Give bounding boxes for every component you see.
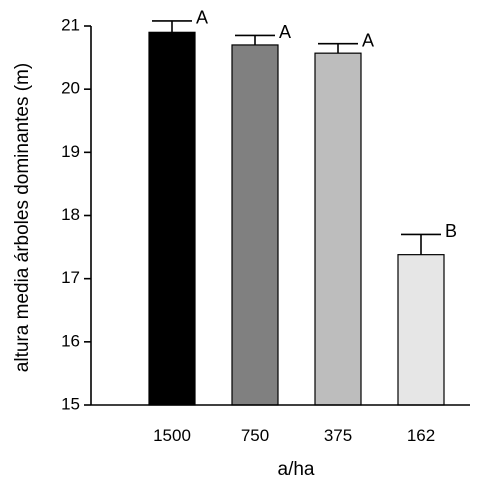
bar-750: [231, 44, 279, 406]
y-tick-label: 20: [61, 79, 80, 98]
significance-label-162: B: [445, 221, 457, 241]
y-tick-label: 17: [61, 268, 80, 287]
y-ticks: 15 16 17 18 19 20 21: [61, 15, 91, 413]
bars-layer: A A A B: [148, 8, 457, 406]
x-tick-label-750: 750: [241, 426, 269, 445]
bar-1500: [148, 31, 196, 406]
y-tick-label: 21: [61, 15, 80, 34]
x-tick-label-162: 162: [407, 426, 435, 445]
y-tick-label: 19: [61, 142, 80, 161]
significance-label-750: A: [279, 22, 291, 42]
y-axis-title: altura media árboles dominantes (m): [12, 63, 33, 372]
bar-162: [397, 254, 445, 406]
x-tick-label-1500: 1500: [153, 426, 191, 445]
x-tick-label-375: 375: [324, 426, 352, 445]
significance-label-1500: A: [196, 8, 208, 28]
significance-label-375: A: [362, 30, 374, 50]
x-axis-title: a/ha: [278, 459, 315, 480]
bar-375: [314, 52, 362, 406]
y-tick-label: 18: [61, 205, 80, 224]
y-tick-label: 15: [61, 394, 80, 413]
category-labels: 1500 750 375 162: [153, 426, 435, 445]
y-tick-label: 16: [61, 331, 80, 350]
